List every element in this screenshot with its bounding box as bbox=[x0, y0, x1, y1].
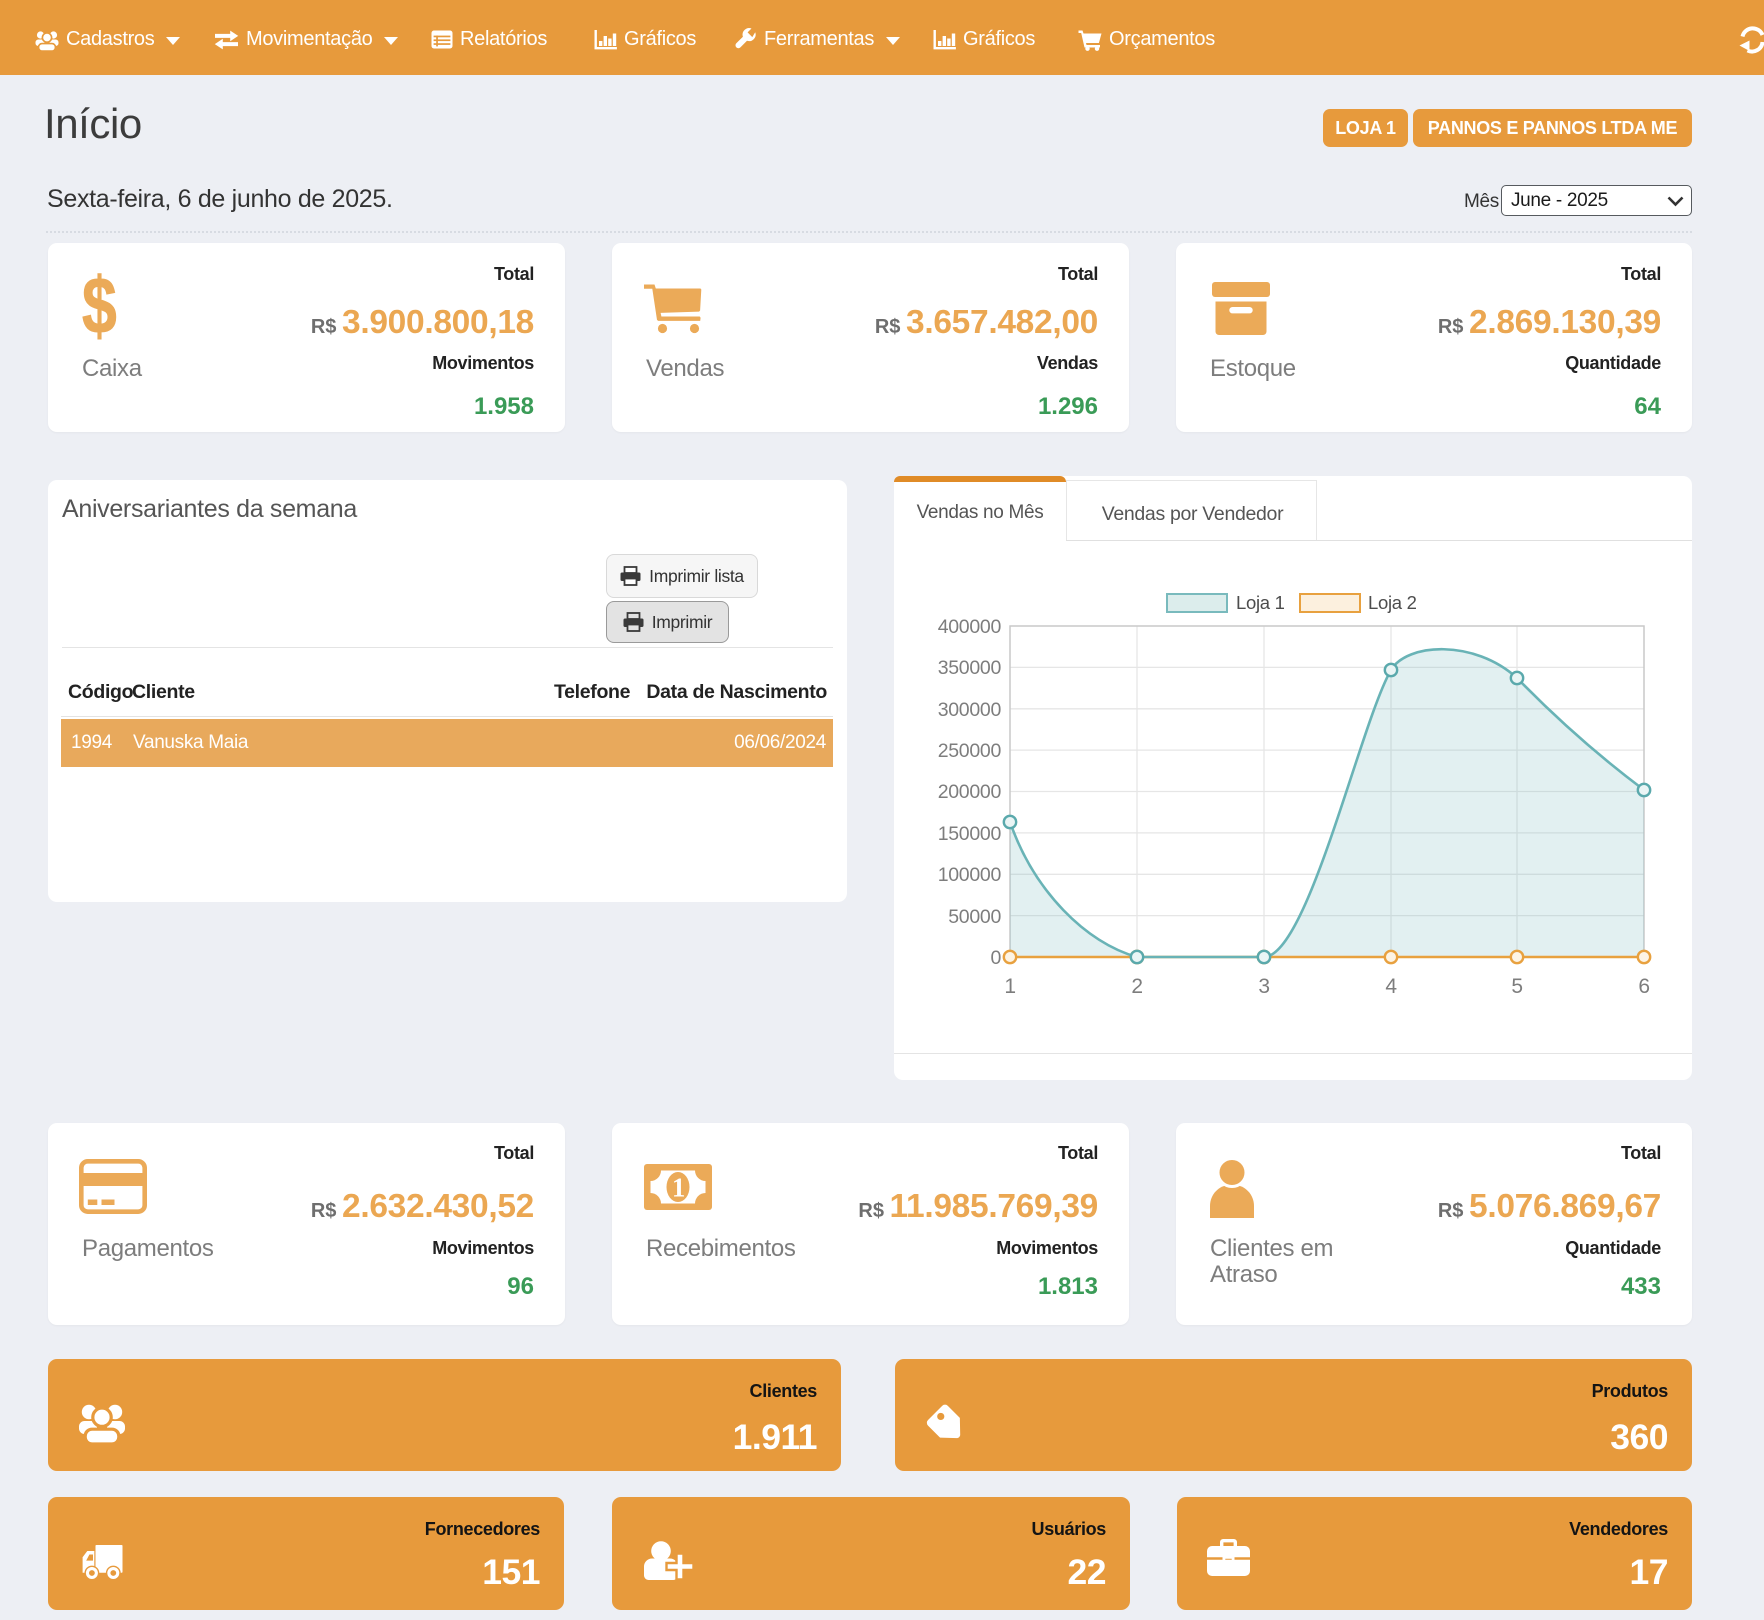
svg-text:350000: 350000 bbox=[938, 657, 1002, 679]
svg-text:1: 1 bbox=[1004, 975, 1015, 998]
svg-text:200000: 200000 bbox=[938, 781, 1002, 803]
svg-text:50000: 50000 bbox=[948, 906, 1001, 928]
svg-text:6: 6 bbox=[1638, 975, 1649, 998]
svg-text:4: 4 bbox=[1385, 975, 1397, 998]
svg-text:1: 1 bbox=[672, 1173, 685, 1203]
svg-text:2: 2 bbox=[1131, 975, 1142, 998]
svg-text:5: 5 bbox=[1511, 975, 1522, 998]
svg-text:150000: 150000 bbox=[938, 823, 1002, 845]
svg-text:100000: 100000 bbox=[938, 864, 1002, 886]
svg-text:0: 0 bbox=[990, 947, 1001, 969]
svg-text:300000: 300000 bbox=[938, 699, 1002, 721]
svg-text:Loja 2: Loja 2 bbox=[1368, 592, 1417, 613]
svg-text:250000: 250000 bbox=[938, 740, 1002, 762]
svg-text:400000: 400000 bbox=[938, 616, 1002, 638]
svg-text:Loja 1: Loja 1 bbox=[1236, 592, 1285, 613]
svg-text:3: 3 bbox=[1258, 975, 1269, 998]
